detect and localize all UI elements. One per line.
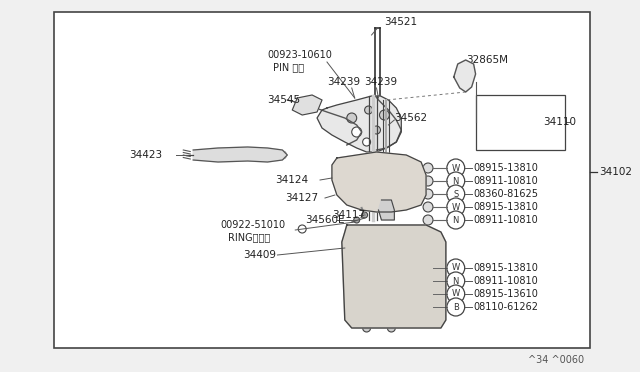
Polygon shape [317,96,401,152]
Circle shape [352,313,362,323]
Circle shape [347,113,356,123]
Text: ^34 ^0060: ^34 ^0060 [529,355,584,365]
Circle shape [427,311,435,319]
Text: 34562: 34562 [394,113,428,123]
Text: B: B [453,302,459,311]
Text: 00923-10610: 00923-10610 [268,50,332,60]
Circle shape [447,272,465,290]
Text: 32865M: 32865M [466,55,508,65]
Text: N: N [452,276,459,285]
Text: N: N [452,215,459,224]
Bar [476,95,564,150]
Text: 34102: 34102 [600,167,632,177]
Circle shape [232,149,244,161]
Circle shape [423,215,433,225]
Text: 34124: 34124 [275,175,308,185]
Text: 34545: 34545 [268,95,301,105]
Circle shape [447,259,465,277]
Circle shape [352,127,362,137]
Circle shape [407,318,415,326]
Circle shape [447,298,465,316]
Circle shape [447,211,465,229]
Circle shape [423,163,433,173]
Circle shape [363,324,371,332]
Text: W: W [452,164,460,173]
Circle shape [354,217,360,223]
Circle shape [365,242,378,254]
Text: 08915-13810: 08915-13810 [474,202,538,212]
Text: N: N [452,176,459,186]
Circle shape [278,151,286,159]
Circle shape [363,138,371,146]
Text: 34560E: 34560E [305,215,345,225]
Text: W: W [452,202,460,212]
Text: 08915-13810: 08915-13810 [474,263,538,273]
Text: 34127: 34127 [285,193,319,203]
Circle shape [447,172,465,190]
Circle shape [397,174,405,182]
Polygon shape [193,147,287,162]
Text: 08915-13610: 08915-13610 [474,289,538,299]
Circle shape [392,190,401,200]
Text: W: W [452,263,460,273]
Polygon shape [454,60,476,92]
Circle shape [304,102,310,109]
Circle shape [447,285,465,303]
Circle shape [380,110,389,120]
Text: 08360-81625: 08360-81625 [474,189,539,199]
Circle shape [372,126,380,134]
Circle shape [298,225,306,233]
Text: 34423: 34423 [129,150,162,160]
Circle shape [371,289,383,301]
Circle shape [427,306,435,314]
Text: 34117: 34117 [332,210,365,220]
Text: 08911-10810: 08911-10810 [474,215,538,225]
Circle shape [447,159,465,177]
Text: W: W [452,289,460,298]
Circle shape [423,202,433,212]
Circle shape [411,255,421,265]
Circle shape [447,185,465,203]
Polygon shape [332,152,426,212]
Text: 34239: 34239 [365,77,397,87]
Circle shape [387,324,396,332]
Text: 08915-13810: 08915-13810 [474,163,538,173]
Text: 34521: 34521 [385,17,417,27]
Text: 08110-61262: 08110-61262 [474,302,539,312]
Polygon shape [378,200,394,220]
Polygon shape [342,225,446,328]
Text: 34409: 34409 [243,250,276,260]
Text: 34239: 34239 [327,77,360,87]
Circle shape [362,212,367,218]
Circle shape [365,106,372,114]
Text: 08911-10810: 08911-10810 [474,276,538,286]
Text: 00922-51010: 00922-51010 [220,220,285,230]
Circle shape [423,176,433,186]
Text: 08911-10810: 08911-10810 [474,176,538,186]
Text: PIN ピン: PIN ピン [273,62,305,72]
Bar [54,12,589,348]
Text: RINGリング: RINGリング [228,232,270,242]
Text: S: S [453,189,458,199]
Polygon shape [292,95,322,115]
Circle shape [362,170,372,180]
Circle shape [423,189,433,199]
Circle shape [447,198,465,216]
Text: 34110: 34110 [543,117,576,127]
